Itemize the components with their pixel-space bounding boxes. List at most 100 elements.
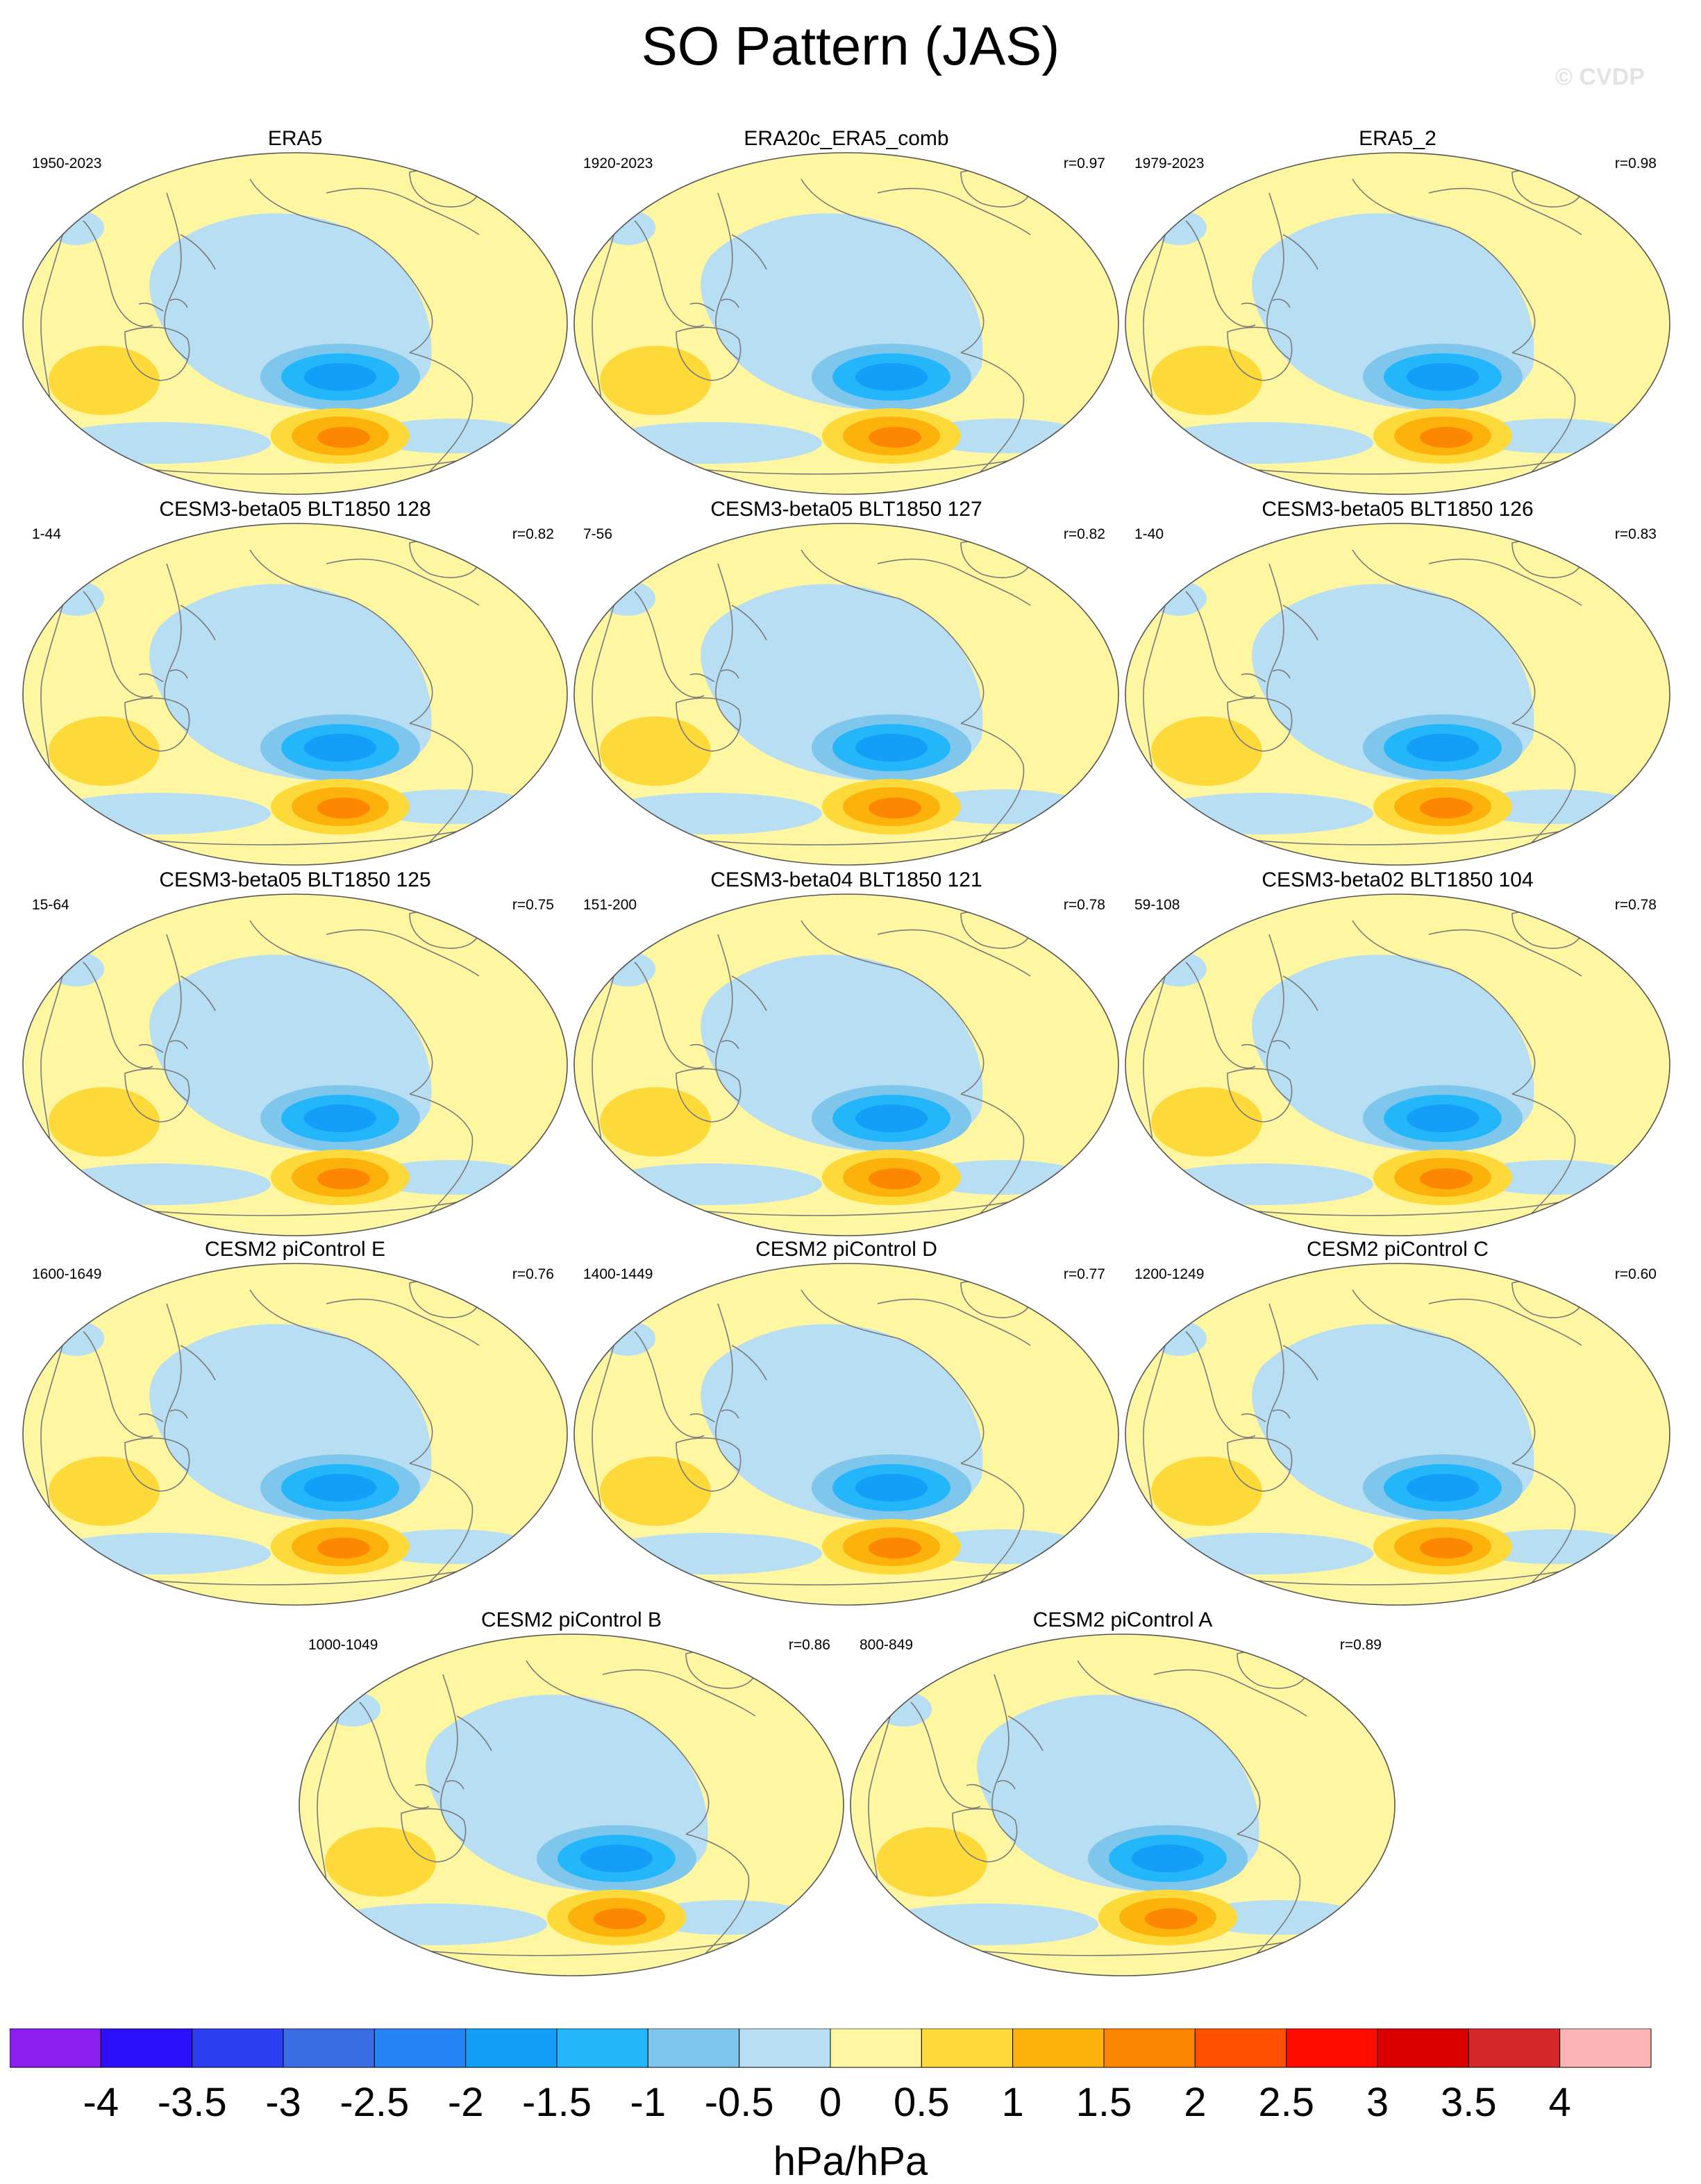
panel-title: CESM3-beta05 BLT1850 126 (1262, 498, 1534, 521)
world-map (573, 523, 1119, 866)
world-map (573, 893, 1119, 1236)
map-panel: CESM2 piControl C 1200-1249 r=0.60 (1123, 1237, 1672, 1612)
colorbar-swatch (1377, 2028, 1469, 2068)
colorbar-swatch (1468, 2028, 1561, 2068)
map-panel: CESM3-beta05 BLT1850 125 15-64 r=0.75 (21, 868, 569, 1243)
world-map (22, 152, 568, 495)
colorbar-tick-label: -2.5 (340, 2080, 409, 2125)
world-map (1125, 1263, 1670, 1606)
colorbar-tick-label: 0 (819, 2080, 841, 2125)
colorbar-swatch (100, 2028, 193, 2068)
panel-correlation: r=0.76 (512, 1266, 554, 1282)
colorbar-swatch (739, 2028, 831, 2068)
colorbar-swatch (556, 2028, 648, 2068)
world-map (1125, 893, 1670, 1236)
colorbar-swatch (10, 2028, 101, 2068)
panel-title: ERA20c_ERA5_comb (744, 127, 949, 150)
panel-years: 59-108 (1134, 897, 1180, 913)
panel-title: CESM3-beta04 BLT1850 121 (710, 868, 982, 891)
map-panel: CESM2 piControl D 1400-1449 r=0.77 (572, 1237, 1121, 1612)
panel-title: ERA5_2 (1359, 127, 1436, 150)
panel-title: CESM2 piControl E (204, 1238, 386, 1261)
panel-correlation: r=0.77 (1063, 1266, 1105, 1282)
panel-title: ERA5 (267, 127, 323, 150)
map-panel: CESM3-beta05 BLT1850 128 1-44 r=0.82 (21, 497, 569, 872)
colorbar-tick-label: 1 (1002, 2080, 1024, 2125)
colorbar-tick-label: 3 (1366, 2080, 1389, 2125)
panel-years: 151-200 (583, 897, 637, 913)
panel-title: CESM3-beta05 BLT1850 127 (710, 498, 982, 521)
world-map (850, 1633, 1396, 1976)
map-panel: ERA5 1950-2023 (21, 126, 569, 501)
panel-correlation: r=0.83 (1614, 526, 1657, 542)
colorbar-swatch (921, 2028, 1014, 2068)
panel-title: CESM2 piControl B (480, 1608, 662, 1631)
colorbar-tick-label: -2 (448, 2080, 484, 2125)
world-map (573, 152, 1119, 495)
panel-correlation: r=0.60 (1614, 1266, 1657, 1282)
colorbar-tick-label: 0.5 (894, 2080, 950, 2125)
colorbar-swatch (1286, 2028, 1378, 2068)
panel-title: CESM2 piControl C (1307, 1238, 1489, 1261)
colorbar-tick-label: -1.5 (522, 2080, 592, 2125)
map-panel: CESM3-beta05 BLT1850 126 1-40 r=0.83 (1123, 497, 1672, 872)
colorbar-tick-label: -0.5 (705, 2080, 774, 2125)
panel-correlation: r=0.78 (1063, 897, 1105, 913)
panel-correlation: r=0.82 (1063, 526, 1105, 542)
panel-correlation: r=0.97 (1063, 156, 1105, 171)
panel-years: 1920-2023 (583, 156, 653, 171)
panel-correlation: r=0.75 (512, 897, 554, 913)
world-map (573, 1263, 1119, 1606)
map-panel: CESM2 piControl B 1000-1049 r=0.86 (297, 1608, 846, 1983)
panel-years: 1950-2023 (32, 156, 102, 171)
panel-correlation: r=0.89 (1339, 1637, 1382, 1653)
watermark: © CVDP (1555, 64, 1645, 90)
map-panel: CESM2 piControl A 800-849 r=0.89 (848, 1608, 1397, 1983)
colorbar-tick-label: -1 (630, 2080, 667, 2125)
world-map (22, 523, 568, 866)
colorbar-tick-label: 3.5 (1441, 2080, 1497, 2125)
colorbar-tick-label: -4 (83, 2080, 119, 2125)
colorbar-swatch (192, 2028, 284, 2068)
map-panel: CESM3-beta04 BLT1850 121 151-200 r=0.78 (572, 868, 1121, 1243)
panel-years: 1000-1049 (308, 1637, 378, 1653)
colorbar-swatch (830, 2028, 922, 2068)
colorbar-swatch (1559, 2028, 1652, 2068)
panel-correlation: r=0.98 (1614, 156, 1657, 171)
colorbar-swatch (1012, 2028, 1105, 2068)
world-map (1125, 152, 1670, 495)
panel-correlation: r=0.86 (788, 1637, 830, 1653)
panel-correlation: r=0.78 (1614, 897, 1657, 913)
panel-years: 1-40 (1134, 526, 1164, 542)
colorbar-tick-label: 2.5 (1258, 2080, 1314, 2125)
colorbar-swatch (465, 2028, 558, 2068)
map-panel: ERA5_2 1979-2023 r=0.98 (1123, 126, 1672, 501)
panel-title: CESM3-beta05 BLT1850 128 (159, 498, 431, 521)
panel-years: 1600-1649 (32, 1266, 102, 1282)
colorbar-unit-label: hPa/hPa (773, 2139, 928, 2184)
colorbar-swatch (647, 2028, 740, 2068)
world-map (22, 893, 568, 1236)
panel-title: CESM3-beta02 BLT1850 104 (1262, 868, 1534, 891)
colorbar: -4 -3.5 -3 -2.5 -2 -1.5 -1 -0.5 0 0.5 1 1.5 2 2.5 3 3.5… (10, 2028, 1652, 2125)
panel-title: CESM2 piControl D (755, 1238, 937, 1261)
map-panel: ERA20c_ERA5_comb 1920-2023 r=0.97 (572, 126, 1121, 501)
panel-title: CESM3-beta05 BLT1850 125 (159, 868, 431, 891)
panel-years: 1979-2023 (1134, 156, 1205, 171)
colorbar-tick-label: 1.5 (1076, 2080, 1132, 2125)
panel-years: 1-44 (32, 526, 62, 542)
panel-years: 1200-1249 (1134, 1266, 1205, 1282)
world-map (299, 1633, 844, 1976)
panel-correlation: r=0.82 (512, 526, 554, 542)
panel-title: CESM2 piControl A (1032, 1608, 1213, 1631)
colorbar-tick-label: 4 (1549, 2080, 1571, 2125)
world-map (22, 1263, 568, 1606)
page-title: SO Pattern (JAS) (641, 15, 1060, 76)
panel-years: 800-849 (860, 1637, 914, 1653)
colorbar-tick-label: 2 (1184, 2080, 1206, 2125)
map-panel: CESM3-beta05 BLT1850 127 7-56 r=0.82 (572, 497, 1121, 872)
colorbar-tick-label: -3.5 (158, 2080, 227, 2125)
colorbar-swatch (283, 2028, 375, 2068)
colorbar-swatch (374, 2028, 467, 2068)
map-panel: CESM3-beta02 BLT1850 104 59-108 r=0.78 (1123, 868, 1672, 1243)
